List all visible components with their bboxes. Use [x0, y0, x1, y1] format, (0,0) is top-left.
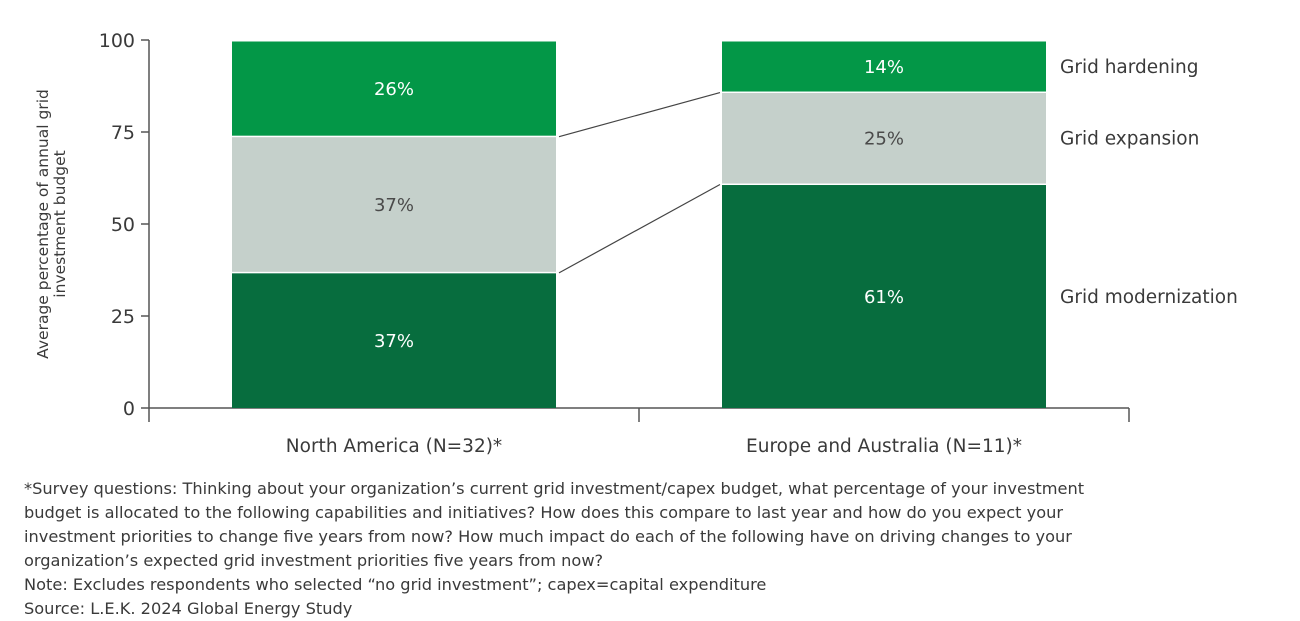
- data-label: 37%: [374, 331, 414, 352]
- y-tick-label: 100: [99, 30, 135, 52]
- bar-segment-grid-expansion: [232, 137, 556, 272]
- data-label: 25%: [864, 129, 904, 150]
- y-tick-label: 25: [111, 306, 135, 328]
- data-label: 26%: [374, 79, 414, 100]
- footnotes: *Survey questions: Thinking about your o…: [24, 477, 1084, 621]
- bar-segment-grid-expansion: [722, 93, 1046, 184]
- legend-label: Grid hardening: [1060, 57, 1199, 78]
- bar-segment-grid-modernization: [232, 273, 556, 408]
- y-tick-label: 75: [111, 122, 135, 144]
- footnote-survey-line-4: organization’s expected grid investment …: [24, 551, 604, 570]
- y-tick-label: 50: [111, 214, 135, 236]
- data-label: 61%: [864, 287, 904, 308]
- legend-label: Grid expansion: [1060, 129, 1199, 150]
- data-label: 37%: [374, 195, 414, 216]
- legend-label: Grid modernization: [1060, 287, 1238, 308]
- footnote-survey-line-1: *Survey questions: Thinking about your o…: [24, 479, 1085, 498]
- x-category-label: North America (N=32)*: [286, 436, 502, 457]
- footnote-survey-line-3: investment priorities to change five yea…: [24, 527, 1072, 546]
- y-axis-label: Average percentage of annual gridinvestm…: [34, 89, 69, 359]
- x-category-label: Europe and Australia (N=11)*: [746, 436, 1022, 457]
- footnote-note: Note: Excludes respondents who selected …: [24, 575, 767, 594]
- bar-segment-grid-modernization: [722, 185, 1046, 408]
- bar-segment-grid-hardening: [232, 41, 556, 136]
- bar-segment-grid-hardening: [722, 41, 1046, 92]
- data-label: 14%: [864, 57, 904, 78]
- connector-line: [558, 183, 721, 274]
- connector-line: [558, 91, 721, 138]
- y-tick-label: 0: [123, 398, 135, 420]
- footnote-survey-line-2: budget is allocated to the following cap…: [24, 503, 1064, 522]
- footnote-source: Source: L.E.K. 2024 Global Energy Study: [24, 599, 353, 618]
- stacked-bar-chart: 0 25 50 75 100 Average percentage of annual g…: [34, 30, 1238, 457]
